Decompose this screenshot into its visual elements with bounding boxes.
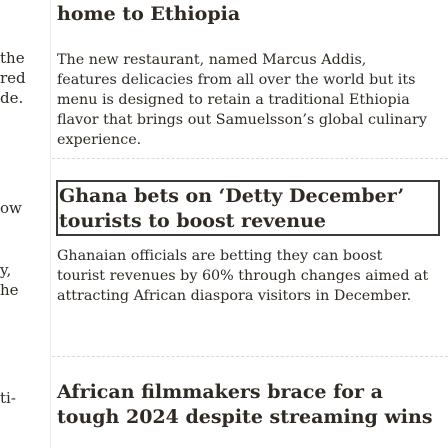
left-column-fragments: the red de. ow y, he ti- [0,0,26,448]
article-separator [52,356,448,358]
article-summary: Ghanaian officials are betting they can … [57,248,429,304]
left-fragment: ti- [0,389,16,407]
left-fragment: y, [0,261,12,279]
article-headline-link[interactable]: home to Ethiopia [57,3,241,25]
article-separator [52,158,448,160]
article-headline-link[interactable]: African filmmakers brace for a tough 202… [57,381,433,428]
left-fragment: the [0,49,25,67]
article-summary: The new restaurant, named Marcus Addis, … [57,52,427,148]
left-fragment: de. [0,89,24,107]
left-fragment: he [0,281,19,299]
left-fragment: ow [0,199,22,217]
left-fragment: red [0,69,26,87]
column-divider [50,0,51,448]
focused-headline-outline[interactable]: Ghana bets on ‘Detty December’ tourists … [56,180,440,236]
article-headline-link[interactable]: Ghana bets on ‘Detty December’ tourists … [59,185,405,232]
